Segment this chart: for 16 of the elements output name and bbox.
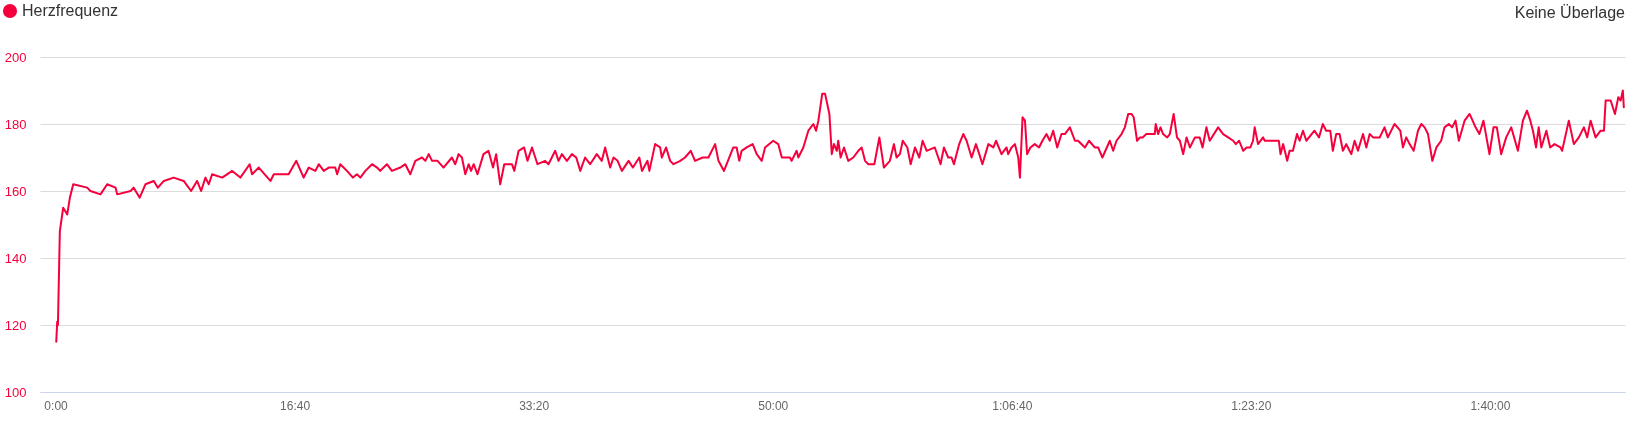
x-tick-label: 50:00 <box>758 398 789 413</box>
x-tick-label: 1:40:00 <box>1470 398 1511 413</box>
y-tick-label: 180 <box>4 116 27 132</box>
x-tick-label: 1:23:20 <box>1231 398 1272 413</box>
y-tick-label: 140 <box>4 250 27 266</box>
x-tick-label: 33:20 <box>519 398 550 413</box>
line-series <box>55 89 1625 343</box>
x-tick-label: 16:40 <box>280 398 311 413</box>
y-tick-label: 160 <box>4 183 27 199</box>
x-tick-label: 0:00 <box>44 398 69 413</box>
y-tick-label: 100 <box>4 384 27 400</box>
x-tick-label: 1:06:40 <box>992 398 1033 413</box>
legend-label: Herzfrequenz <box>22 2 119 19</box>
y-tick-label: 120 <box>4 317 27 333</box>
text: Keine Überlage <box>1514 4 1626 21</box>
y-tick-label: 200 <box>4 49 27 65</box>
